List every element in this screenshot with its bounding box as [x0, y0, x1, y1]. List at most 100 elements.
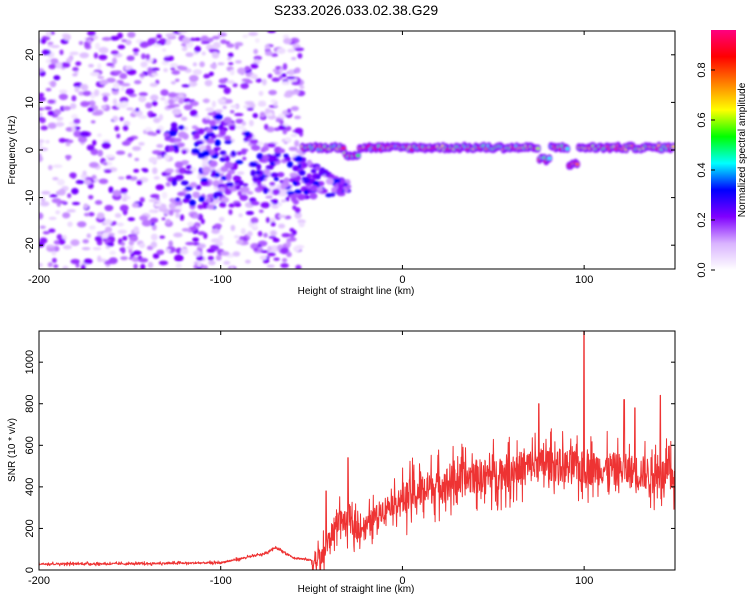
spectrogram-cell	[234, 60, 242, 64]
spectrogram-cell	[59, 89, 68, 94]
spectrogram-cell	[66, 209, 76, 213]
spectrogram-cell	[75, 61, 82, 66]
spectrogram-cell	[120, 86, 125, 92]
spectrogram-cell	[295, 264, 302, 269]
spectrogram-cell	[290, 56, 297, 61]
spectrogram-cell	[141, 53, 146, 60]
spectrogram-cell	[208, 48, 218, 52]
spectrogram-cell	[156, 155, 163, 160]
spectrogram-cell	[267, 73, 273, 79]
spectrogram-cell	[234, 202, 242, 207]
spectrogram-cell	[201, 51, 206, 56]
spectrogram-cell	[135, 107, 140, 112]
spectrogram-cell	[184, 193, 192, 200]
spectrogram-cell	[110, 35, 120, 41]
spectrogram-cell	[269, 181, 276, 186]
spectrogram-cell	[160, 96, 166, 101]
spectrogram-cell	[101, 232, 109, 239]
spectrogram-cell	[286, 190, 295, 195]
spectrogram-cell	[217, 98, 227, 104]
spectrogram-cell	[39, 237, 48, 244]
spectrogram-cell	[53, 109, 62, 115]
spectrogram-cell	[273, 257, 280, 261]
spectrogram-cell	[71, 125, 76, 132]
spectrogram-cell	[232, 83, 238, 88]
spectrogram-cell	[265, 217, 270, 223]
spectrogram-cell	[168, 240, 174, 248]
spectrogram-cell	[101, 105, 107, 110]
spectrogram-cell	[113, 82, 120, 90]
spectrogram-cell	[55, 61, 63, 69]
spectrogram-cell	[109, 250, 116, 255]
spectrogram-cell	[152, 167, 158, 175]
spectrogram-cell	[287, 108, 292, 114]
spectrogram-cell	[147, 37, 156, 45]
colorbar-label: Normalized spectral amplitude	[737, 82, 748, 217]
spectrogram-cell	[223, 87, 231, 95]
spectrogram-cell	[230, 150, 237, 157]
spectrogram-cell	[101, 141, 111, 149]
spectrogram-cell	[286, 161, 294, 168]
spectrogram-cell	[163, 132, 171, 138]
spectrogram-cell	[241, 148, 247, 155]
spectrogram-cell	[203, 73, 211, 79]
spectrogram-cell	[139, 242, 146, 249]
spectrogram-cell	[224, 155, 230, 163]
spectrogram-cell	[163, 154, 171, 161]
spectrogram-cell	[47, 99, 56, 104]
spectrogram-cell	[45, 139, 50, 144]
spectrogram-cell	[315, 174, 321, 180]
spectrogram-cell	[263, 188, 269, 194]
spectrogram-cell	[239, 194, 248, 201]
spectrogram-cell	[193, 250, 202, 257]
spectrogram-cell	[173, 137, 182, 143]
spectrogram-cell	[238, 213, 243, 218]
spectrogram-cell	[83, 258, 93, 265]
spectrogram-cell	[51, 198, 62, 204]
spectrogram-cell	[204, 115, 211, 120]
spectrogram-cell	[208, 260, 216, 266]
spectrogram-cell	[97, 63, 102, 70]
spectrogram-cell	[270, 221, 276, 227]
spectrogram-cell	[273, 176, 279, 182]
spectrogram-cell	[267, 112, 273, 117]
spectrogram-cell	[79, 52, 90, 59]
spectrogram-cell	[275, 65, 282, 70]
spectrogram-cell	[171, 209, 181, 213]
spectrogram-cell	[182, 133, 189, 140]
spectrogram-cell	[281, 232, 291, 238]
spectrogram-cell	[292, 165, 300, 172]
spectrogram-cell	[274, 213, 282, 220]
spectrogram-cell	[164, 99, 170, 106]
spectrogram-cell	[245, 210, 255, 216]
spectrogram-cell	[134, 157, 140, 162]
colorbar-tick-label: 0.8	[696, 62, 708, 77]
spectrogram-cell	[214, 191, 224, 197]
spectrogram-cell	[225, 173, 232, 180]
spectrogram-cell	[47, 122, 57, 129]
spectrogram-cell	[40, 197, 46, 203]
spectrogram-cell	[246, 107, 254, 111]
spectrogram-cell	[198, 145, 208, 152]
spectrogram-cell	[62, 265, 69, 269]
spectrogram-cell	[188, 74, 199, 82]
spectrogram-cell	[199, 61, 205, 68]
spectrogram-cell	[62, 106, 71, 111]
spectrogram-cell	[291, 81, 301, 86]
spectrogram-cell	[197, 261, 202, 267]
spectrogram-cell	[236, 171, 245, 175]
spectrogram-cell	[227, 57, 232, 61]
spectrogram-cell	[62, 244, 72, 250]
spectrogram-cell	[253, 59, 261, 65]
spectrogram-cell	[185, 241, 196, 246]
spectrogram-cell	[285, 240, 292, 247]
spectrogram-cell	[177, 93, 185, 99]
spectrogram-cell	[107, 232, 115, 237]
spectrogram-cell	[218, 78, 227, 84]
spectrogram-cell	[119, 116, 124, 122]
spectrogram-xtick-label: -100	[210, 274, 232, 286]
spectrogram-ylabel: Frequency (Hz)	[7, 116, 18, 185]
